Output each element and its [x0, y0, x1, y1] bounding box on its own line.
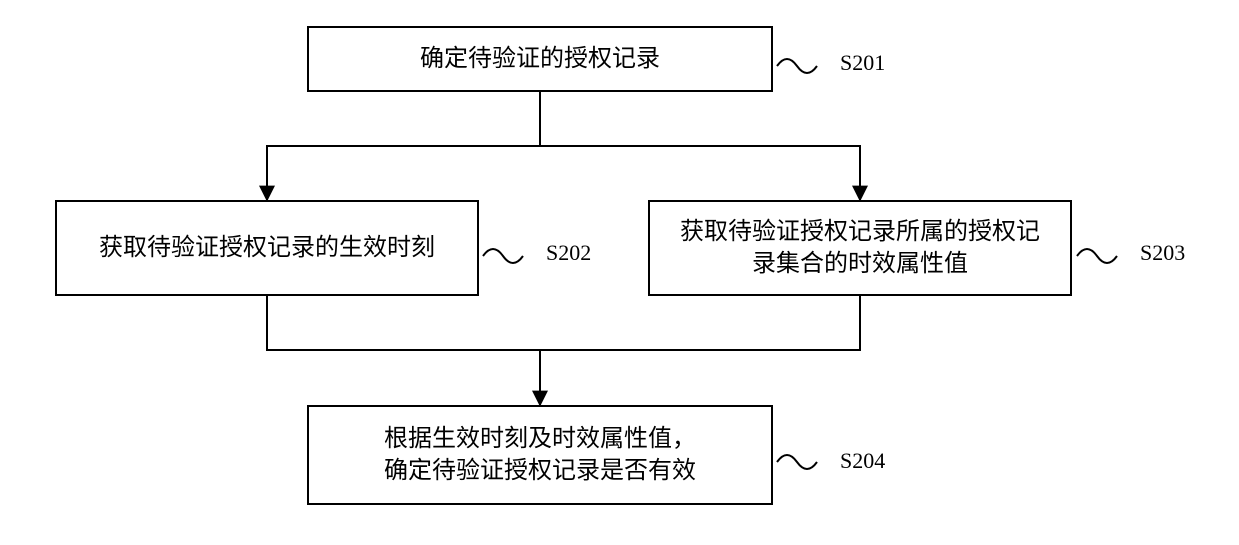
node-s203-text: 获取待验证授权记录所属的授权记录集合的时效属性值: [680, 216, 1040, 281]
node-s203: 获取待验证授权记录所属的授权记录集合的时效属性值: [648, 200, 1072, 296]
flowchart-canvas: 确定待验证的授权记录 S201 获取待验证授权记录的生效时刻 S202 获取待验…: [0, 0, 1239, 545]
label-s204: S204: [840, 448, 885, 474]
label-s202: S202: [546, 240, 591, 266]
edge-s201-split-left: [267, 92, 540, 200]
tilde-s204: [777, 455, 817, 469]
label-s201: S201: [840, 50, 885, 76]
edge-s203-down: [540, 296, 860, 350]
node-s202-text: 获取待验证授权记录的生效时刻: [99, 232, 435, 264]
edge-s202-down: [267, 296, 540, 350]
node-s204-text: 根据生效时刻及时效属性值，确定待验证授权记录是否有效: [384, 423, 696, 488]
tilde-s202: [483, 249, 523, 263]
tilde-s201: [777, 59, 817, 73]
node-s201-text: 确定待验证的授权记录: [420, 43, 660, 75]
node-s202: 获取待验证授权记录的生效时刻: [55, 200, 479, 296]
label-s203: S203: [1140, 240, 1185, 266]
node-s204: 根据生效时刻及时效属性值，确定待验证授权记录是否有效: [307, 405, 773, 505]
edge-s201-split-right: [540, 146, 860, 200]
tilde-s203: [1077, 249, 1117, 263]
node-s201: 确定待验证的授权记录: [307, 26, 773, 92]
